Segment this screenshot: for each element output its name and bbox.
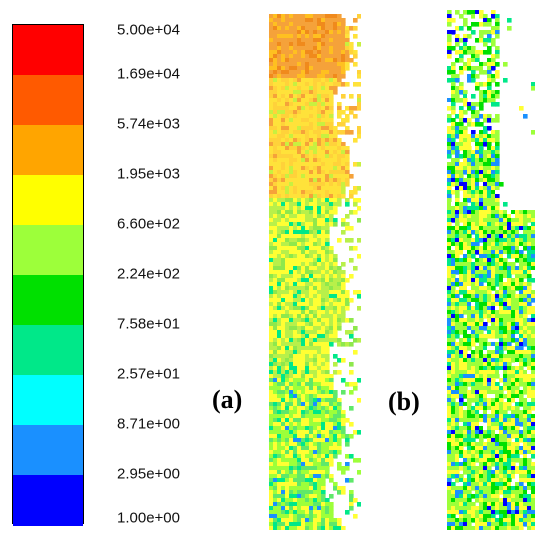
colorbar-swatch <box>13 25 83 76</box>
colorbar-tick-label: 5.00e+04 <box>117 21 180 39</box>
colorbar-swatch <box>13 375 83 426</box>
colorbar-tick-label: 1.00e+00 <box>117 509 180 527</box>
colorbar-tick-label: 8.71e+00 <box>117 415 180 433</box>
contour-panel-a <box>269 14 361 530</box>
colorbar-tick-label: 1.95e+03 <box>117 165 180 183</box>
colorbar-tick-label: 7.58e+01 <box>117 315 180 333</box>
colorbar-tick-label: 2.95e+00 <box>117 465 180 483</box>
colorbar-swatch <box>13 325 83 376</box>
colorbar-swatch <box>13 425 83 476</box>
colorbar-tick-label: 2.24e+02 <box>117 265 180 283</box>
colorbar-tick-label: 6.60e+02 <box>117 215 180 233</box>
colorbar-swatch <box>13 175 83 226</box>
colorbar-swatch <box>13 275 83 326</box>
colorbar-tick-label: 1.69e+04 <box>117 65 180 83</box>
colorbar-swatch <box>13 125 83 176</box>
panel-label-b: (b) <box>388 387 420 416</box>
colorbar-tick-label: 2.57e+01 <box>117 365 180 383</box>
colorbar-tick-label: 5.74e+03 <box>117 115 180 133</box>
colorbar-swatch <box>13 75 83 126</box>
panel-label-a: (a) <box>212 385 243 414</box>
colorbar-swatch <box>13 475 83 526</box>
colorbar <box>12 24 84 526</box>
colorbar-swatch <box>13 225 83 276</box>
contour-panel-b <box>447 10 535 530</box>
